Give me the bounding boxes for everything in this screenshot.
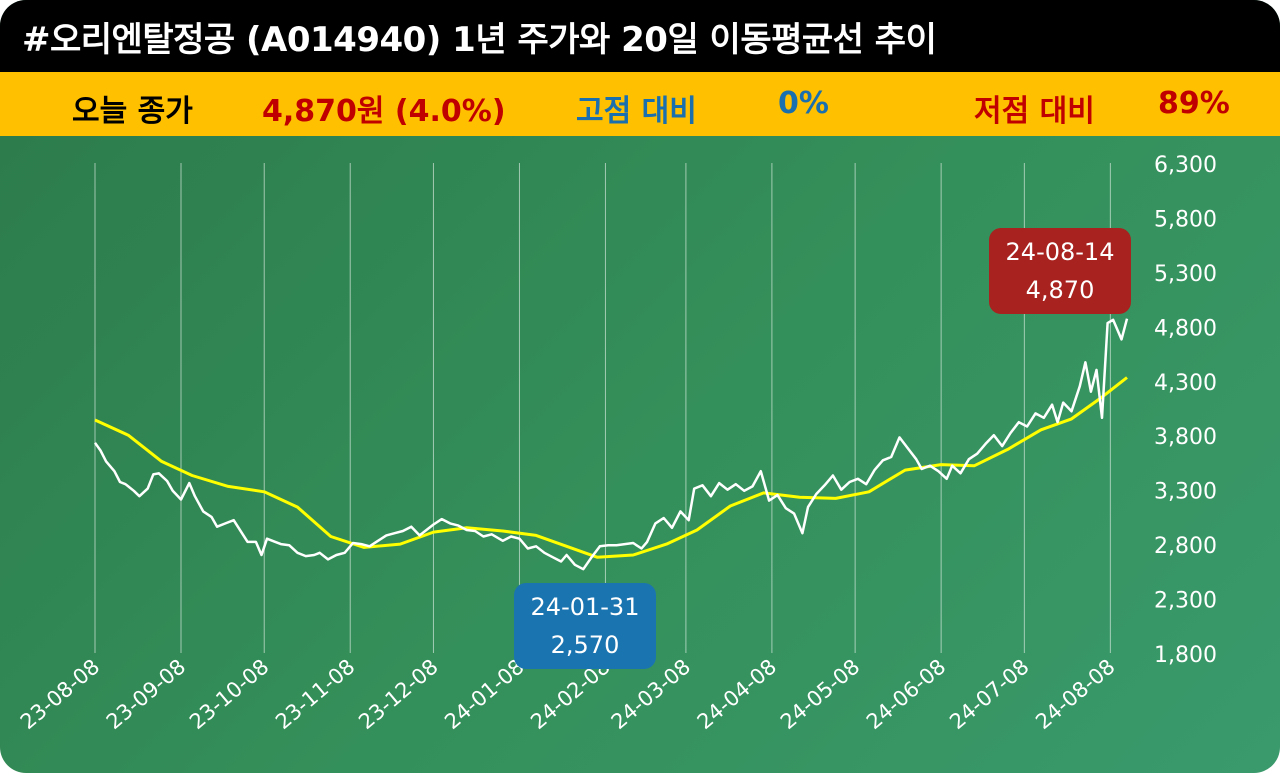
y-tick-label: 4,300 (1154, 371, 1217, 396)
close-value: 4,870원 (4.0%) (262, 94, 506, 129)
moving-average-line (94, 376, 1128, 559)
y-tick-label: 2,300 (1154, 589, 1217, 614)
x-tick-label: 23-08-08 (16, 654, 104, 734)
y-tick-label: 3,300 (1154, 480, 1217, 505)
x-tick-label: 24-06-08 (862, 654, 950, 734)
low-callout-date: 24-01-31 (530, 593, 640, 621)
low-compare-label: 저점 대비 (974, 94, 1095, 129)
x-tick-label: 24-07-08 (945, 654, 1033, 734)
y-tick-label: 6,300 (1154, 153, 1217, 178)
price-chart: 6,300 5,800 5,300 4,800 4,300 3,800 3,300 2,800… (16, 153, 1217, 734)
y-tick-label: 3,800 (1154, 425, 1217, 450)
x-tick-label: 24-05-08 (776, 654, 864, 734)
y-tick-label: 1,800 (1154, 643, 1217, 668)
low-callout: 24-01-31 2,570 (514, 583, 656, 669)
grid (94, 163, 1111, 653)
x-tick-label: 23-10-08 (185, 654, 273, 734)
y-tick-label: 2,800 (1154, 534, 1217, 559)
y-tick-label: 4,800 (1154, 316, 1217, 341)
x-tick-label: 24-01-08 (440, 654, 528, 734)
y-tick-label: 5,800 (1154, 207, 1217, 232)
chart-title: #오리엔탈정공 (A014940) 1년 주가와 20일 이동평균선 추이 (22, 20, 937, 60)
title-bar: #오리엔탈정공 (A014940) 1년 주가와 20일 이동평균선 추이 (0, 0, 1280, 72)
y-axis-ticks: 6,300 5,800 5,300 4,800 4,300 3,800 3,300 2,800… (1154, 153, 1217, 668)
x-tick-label: 23-09-08 (102, 654, 190, 734)
x-tick-label: 23-12-08 (354, 654, 442, 734)
high-callout-value: 4,870 (1025, 276, 1095, 304)
close-label: 오늘 종가 (72, 94, 193, 129)
low-compare-value: 89% (1158, 86, 1230, 121)
y-tick-label: 5,300 (1154, 262, 1217, 287)
high-callout: 24-08-14 4,870 (989, 228, 1131, 314)
low-callout-value: 2,570 (550, 631, 620, 659)
high-compare-label: 고점 대비 (576, 94, 697, 129)
high-compare-value: 0% (778, 86, 829, 121)
price-line (93, 318, 1129, 571)
x-tick-label: 24-08-08 (1031, 654, 1119, 734)
high-callout-date: 24-08-14 (1005, 238, 1115, 266)
x-tick-label: 24-04-08 (693, 654, 781, 734)
x-tick-label: 23-11-08 (271, 654, 359, 734)
stats-bar: 오늘 종가 4,870원 (4.0%) 고점 대비 0% 저점 대비 89% (0, 72, 1280, 136)
